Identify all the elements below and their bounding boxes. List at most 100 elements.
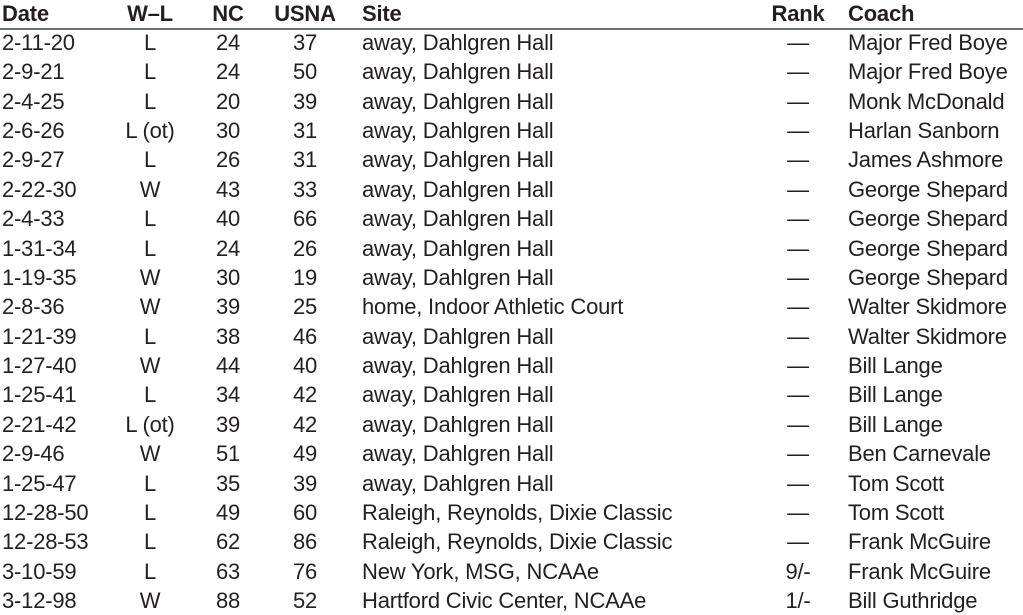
table-row: 2-22-30 W 43 33 away, Dahlgren Hall — George S… [0, 175, 1023, 204]
table-row: 1-25-47 L 35 39 away, Dahlgren Hall — Tom Scot… [0, 469, 1023, 498]
cell-rank: — [787, 499, 809, 525]
cell-site: away, Dahlgren Hall [362, 59, 554, 85]
cell-wl: W [139, 294, 161, 320]
cell-usna: 26 [292, 235, 318, 261]
cell-wl: L [143, 323, 157, 349]
table-row: 2-9-27 L 26 31 away, Dahlgren Hall — James Ash… [0, 145, 1023, 174]
cell-date: 1-25-41 [2, 382, 77, 408]
cell-nc: 26 [215, 147, 241, 173]
cell-site: away, Dahlgren Hall [362, 264, 554, 290]
cell-site: away, Dahlgren Hall [362, 88, 554, 114]
cell-site: away, Dahlgren Hall [362, 176, 554, 202]
cell-rank: — [787, 294, 809, 320]
cell-site: away, Dahlgren Hall [362, 323, 554, 349]
header-site: Site [362, 1, 402, 26]
table-header: Date W–L NC USNA Site Rank Coach [0, 0, 1023, 29]
cell-site: away, Dahlgren Hall [362, 353, 554, 379]
cell-wl: L [143, 59, 157, 85]
cell-date: 2-4-33 [2, 206, 65, 232]
cell-date: 2-4-25 [2, 88, 65, 114]
cell-nc: 24 [215, 30, 241, 55]
cell-nc: 51 [215, 441, 241, 467]
cell-nc: 35 [215, 470, 241, 496]
cell-date: 2-21-42 [2, 411, 77, 437]
cell-wl: L [143, 235, 157, 261]
header-wl: W–L [127, 1, 173, 26]
table-row: 1-31-34 L 24 26 away, Dahlgren Hall — George S… [0, 234, 1023, 263]
cell-usna: 50 [292, 59, 318, 85]
cell-date: 3-10-59 [2, 558, 77, 584]
cell-nc: 34 [215, 382, 241, 408]
header-coach: Coach [848, 1, 915, 26]
cell-site: away, Dahlgren Hall [362, 235, 554, 261]
table-row: 3-10-59 L 63 76 New York, MSG, NCAAe 9/- Frank… [0, 557, 1023, 586]
cell-nc: 63 [215, 558, 241, 584]
cell-wl: L [143, 382, 157, 408]
cell-rank: 1/- [785, 588, 811, 614]
table-row: 12-28-50 L 49 60 Raleigh, Reynolds, Dixie Cl… [0, 498, 1023, 527]
cell-rank: — [787, 323, 809, 349]
cell-site: Hartford Civic Center, NCAAe [362, 588, 647, 614]
cell-wl: L (ot) [125, 411, 175, 437]
cell-coach: James Ashmore [848, 147, 1004, 173]
cell-date: 12-28-50 [2, 499, 89, 525]
cell-rank: — [787, 441, 809, 467]
header-usna: USNA [274, 1, 336, 26]
cell-coach: George Shepard [848, 206, 1008, 232]
cell-coach: Bill Guthridge [848, 588, 978, 614]
cell-nc: 88 [215, 588, 241, 614]
cell-nc: 49 [215, 499, 241, 525]
cell-site: away, Dahlgren Hall [362, 118, 554, 144]
cell-date: 1-21-39 [2, 323, 77, 349]
cell-date: 2-9-27 [2, 147, 65, 173]
cell-usna: 33 [292, 176, 318, 202]
cell-wl: W [139, 264, 161, 290]
cell-nc: 24 [215, 59, 241, 85]
cell-nc: 44 [215, 353, 241, 379]
cell-site: Raleigh, Reynolds, Dixie Classic [362, 529, 673, 555]
cell-date: 2-8-36 [2, 294, 65, 320]
table-row: 2-4-25 L 20 39 away, Dahlgren Hall — Monk McDo… [0, 87, 1023, 116]
cell-date: 12-28-53 [2, 529, 89, 555]
cell-wl: L [143, 529, 157, 555]
cell-coach: Frank McGuire [848, 558, 991, 584]
cell-usna: 86 [292, 529, 318, 555]
cell-coach: Ben Carnevale [848, 441, 991, 467]
table-row: 2-4-33 L 40 66 away, Dahlgren Hall — George Sh… [0, 204, 1023, 233]
cell-site: away, Dahlgren Hall [362, 470, 554, 496]
cell-coach: Tom Scott [848, 470, 945, 496]
cell-nc: 24 [215, 235, 241, 261]
cell-rank: — [787, 59, 809, 85]
cell-usna: 40 [292, 353, 318, 379]
cell-rank: — [787, 88, 809, 114]
cell-wl: L [143, 30, 157, 55]
cell-wl: W [139, 441, 161, 467]
cell-wl: L [143, 147, 157, 173]
cell-coach: George Shepard [848, 176, 1008, 202]
cell-nc: 39 [215, 294, 241, 320]
cell-wl: L [143, 88, 157, 114]
cell-wl: L [143, 470, 157, 496]
cell-nc: 62 [215, 529, 241, 555]
cell-usna: 46 [292, 323, 318, 349]
cell-nc: 39 [215, 411, 241, 437]
cell-rank: — [787, 176, 809, 202]
table-row: 2-6-26 L (ot) 30 31 away, Dahlgren Hall — Harl… [0, 116, 1023, 145]
cell-usna: 39 [292, 470, 318, 496]
cell-usna: 76 [292, 558, 318, 584]
cell-site: away, Dahlgren Hall [362, 30, 554, 55]
cell-site: New York, MSG, NCAAe [362, 558, 599, 584]
cell-site: Raleigh, Reynolds, Dixie Classic [362, 499, 673, 525]
cell-usna: 25 [292, 294, 318, 320]
table-row: 1-27-40 W 44 40 away, Dahlgren Hall — Bill Lan… [0, 351, 1023, 380]
cell-usna: 31 [292, 147, 318, 173]
cell-usna: 31 [292, 118, 318, 144]
cell-wl: W [139, 353, 161, 379]
cell-rank: — [787, 411, 809, 437]
cell-wl: L (ot) [125, 118, 175, 144]
cell-date: 1-25-47 [2, 470, 77, 496]
cell-date: 2-22-30 [2, 176, 77, 202]
header-divider [0, 28, 1023, 30]
cell-date: 1-31-34 [2, 235, 77, 261]
cell-nc: 30 [215, 264, 241, 290]
